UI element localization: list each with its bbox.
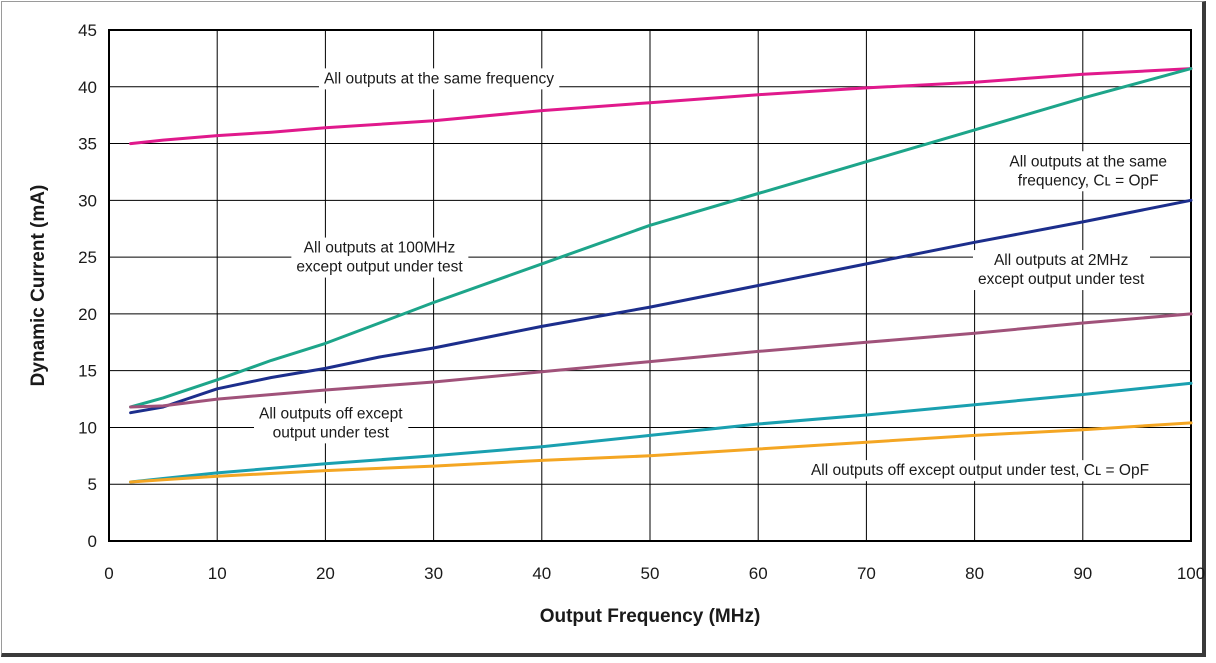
x-tick-label: 30 [424,564,443,583]
y-tick-label: 25 [78,248,97,267]
annotation-6: All outputs off except output under test… [805,460,1155,482]
annotation-text: All outputs at the same frequency [324,70,554,87]
y-tick-label: 0 [88,532,97,551]
y-tick-label: 45 [78,21,97,40]
series-line-2 [129,67,1193,409]
x-tick-label: 100 [1177,564,1205,583]
annotation-2: All outputs at the same frequency, Cʟ = O… [1004,151,1173,192]
y-tick-label: 10 [78,418,97,437]
annotation-4: All outputs at 2MHz except output under t… [973,250,1151,291]
annotation-background [1004,151,1173,192]
series-line-1 [129,67,1193,146]
plot-area-border [108,29,1192,542]
series-line-5 [129,381,1193,484]
y-tick-label: 15 [78,362,97,381]
annotation-text: All outputs at 2MHz [994,252,1128,269]
x-tick-label: 70 [857,564,876,583]
x-axis-title: Output Frequency (MHz) [540,606,761,627]
annotation-background [973,250,1151,291]
series-line-6 [129,421,1193,484]
x-tick-label: 10 [208,564,227,583]
annotation-text: All outputs at 100MHz [304,240,456,257]
y-tick-label: 40 [78,78,97,97]
x-tick-label: 50 [641,564,660,583]
x-tick-label: 90 [1073,564,1092,583]
annotation-1: All outputs at the same frequency [318,68,560,90]
tick-labels: 0 10 20 30 40 50 60 70 80 90 100 0 5 10 15 20 25 30 35 40 45 [78,21,1205,583]
x-tick-label: 20 [316,564,335,583]
annotation-background [253,403,409,444]
y-tick-label: 5 [88,475,97,494]
x-tick-label: 0 [104,564,113,583]
series-line-4 [129,312,1193,409]
annotation-background [318,68,560,90]
series-lines [129,67,1193,484]
annotations: All outputs at the same frequency All out… [253,68,1173,482]
annotation-text: All outputs at the same [1009,153,1167,170]
y-axis-title: Dynamic Current (mA) [28,185,49,387]
annotation-text: output under test [273,424,390,441]
y-tick-label: 20 [78,305,97,324]
y-tick-label: 30 [78,191,97,210]
x-tick-label: 60 [749,564,768,583]
x-tick-label: 40 [532,564,551,583]
annotation-text: except output under test [296,259,463,276]
annotation-background [291,237,469,278]
y-tick-label: 35 [78,135,97,154]
annotation-text: All outputs off except output under test… [811,462,1149,479]
annotation-text: All outputs off except [259,405,403,422]
annotation-3: All outputs at 100MHz except output under… [291,237,469,278]
x-tick-label: 80 [965,564,984,583]
series-line-3 [129,198,1193,415]
annotation-text: frequency, Cʟ = OpF [1018,172,1159,189]
annotation-5: All outputs off except output under test [253,403,409,444]
annotation-background [805,460,1155,482]
annotation-text: except output under test [978,271,1145,288]
